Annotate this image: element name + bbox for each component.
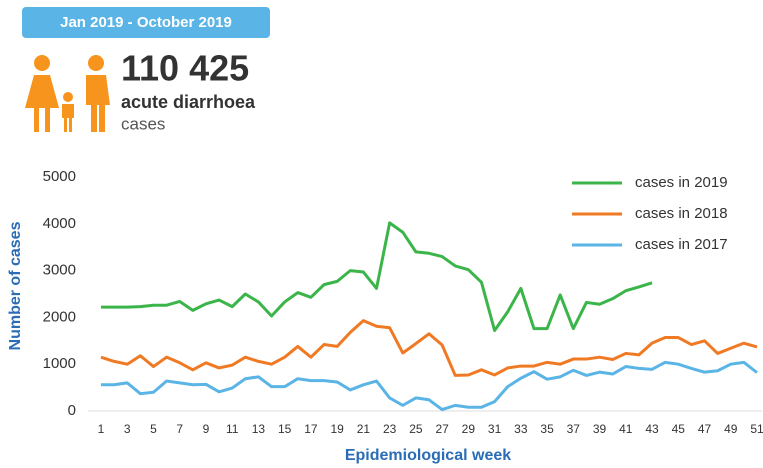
x-tick-label: 41 <box>619 422 633 436</box>
y-tick-label: 2000 <box>43 308 76 325</box>
y-tick-label: 1000 <box>43 355 76 372</box>
unit: cases <box>121 114 165 133</box>
y-tick-label: 5000 <box>43 168 76 185</box>
x-tick-label: 7 <box>176 422 183 436</box>
x-tick-label: 3 <box>124 422 131 436</box>
family-icon <box>25 55 110 132</box>
x-tick-label: 37 <box>567 422 581 436</box>
legend-label: cases in 2018 <box>635 205 728 222</box>
subject: acute diarrhoea <box>121 92 256 112</box>
y-axis-title: Number of cases <box>7 221 24 350</box>
x-tick-label: 17 <box>304 422 318 436</box>
x-tick-label: 11 <box>226 422 239 436</box>
x-tick-label: 33 <box>514 422 528 436</box>
x-tick-label: 49 <box>724 422 738 436</box>
legend-label: cases in 2019 <box>635 174 728 191</box>
x-axis-title: Epidemiological week <box>345 447 511 464</box>
period-badge <box>22 7 270 38</box>
x-tick-label: 31 <box>488 422 502 436</box>
series-line <box>101 221 653 333</box>
x-tick-label: 25 <box>409 422 423 436</box>
x-tick-label: 13 <box>252 422 266 436</box>
x-tick-label: 35 <box>540 422 554 436</box>
x-tick-label: 15 <box>278 422 292 436</box>
y-tick-label: 4000 <box>43 215 76 232</box>
x-tick-label: 39 <box>593 422 607 436</box>
x-tick-label: 47 <box>698 422 712 436</box>
x-tick-label: 45 <box>672 422 686 436</box>
y-tick-label: 3000 <box>43 262 76 279</box>
series-line <box>100 319 758 377</box>
x-tick-label: 51 <box>750 422 763 436</box>
x-tick-label: 9 <box>203 422 210 436</box>
y-tick-label: 0 <box>68 402 76 419</box>
x-tick-label: 23 <box>383 422 397 436</box>
period: Jan 2019 - October 2019 <box>60 14 232 31</box>
series-line <box>101 360 758 412</box>
x-tick-label: 29 <box>462 422 476 436</box>
x-tick-label: 27 <box>435 422 449 436</box>
x-tick-label: 21 <box>357 422 371 436</box>
x-tick-label: 43 <box>645 422 659 436</box>
x-tick-label: 19 <box>330 422 344 436</box>
x-tick-label: 1 <box>98 422 105 436</box>
x-tick-label: 5 <box>150 422 157 436</box>
headline: 110 425 <box>121 48 249 89</box>
legend-label: cases in 2017 <box>635 236 728 253</box>
